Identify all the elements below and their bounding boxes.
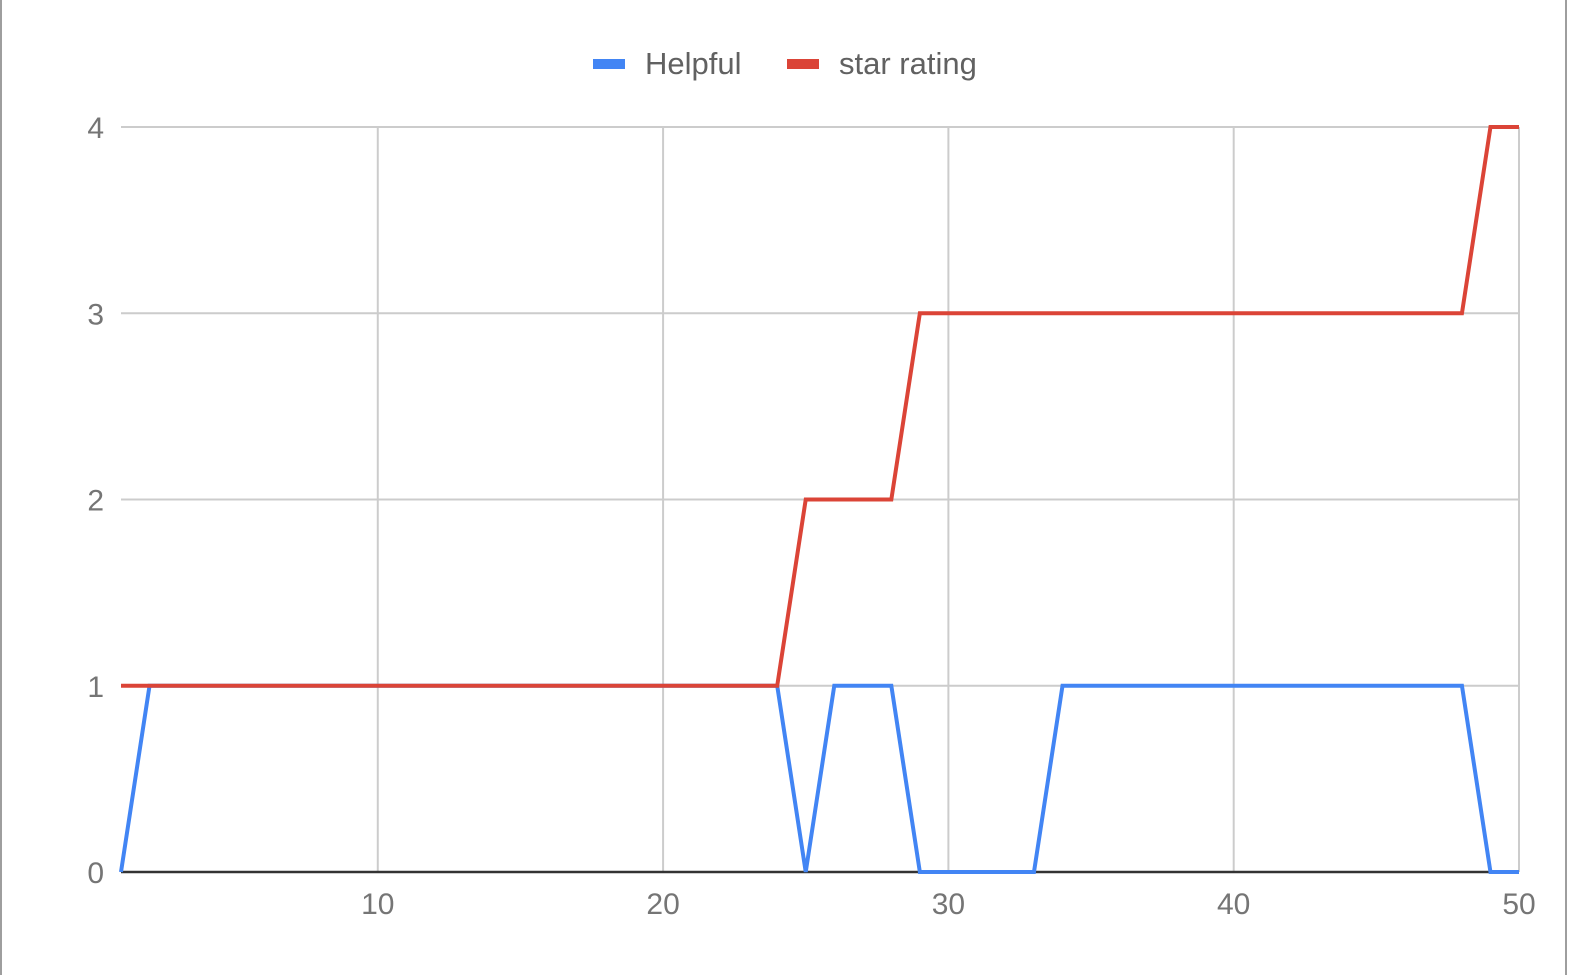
legend-swatch-helpful — [593, 59, 625, 69]
legend-label-helpful: Helpful — [645, 46, 742, 81]
y-tick-label-1: 1 — [87, 671, 104, 704]
series-lines — [119, 125, 1519, 874]
y-tick-label-2: 2 — [87, 485, 104, 518]
x-tick-label-50: 50 — [1502, 888, 1535, 921]
tick-labels: 0 1 2 3 4 10 20 30 40 50 — [87, 112, 1535, 921]
legend-label-star-rating: star rating — [839, 46, 977, 81]
legend-swatch-star-rating — [787, 59, 819, 69]
x-tick-label-30: 30 — [932, 888, 965, 921]
legend: Helpful star rating — [593, 46, 977, 81]
series-line-star-rating — [121, 125, 1519, 688]
x-tick-label-10: 10 — [361, 888, 394, 921]
y-tick-label-4: 4 — [87, 112, 104, 145]
x-tick-label-40: 40 — [1217, 888, 1250, 921]
x-tick-label-20: 20 — [646, 888, 679, 921]
y-tick-label-3: 3 — [87, 298, 104, 331]
y-tick-label-0: 0 — [87, 857, 104, 890]
series-line-helpful — [119, 683, 1519, 874]
